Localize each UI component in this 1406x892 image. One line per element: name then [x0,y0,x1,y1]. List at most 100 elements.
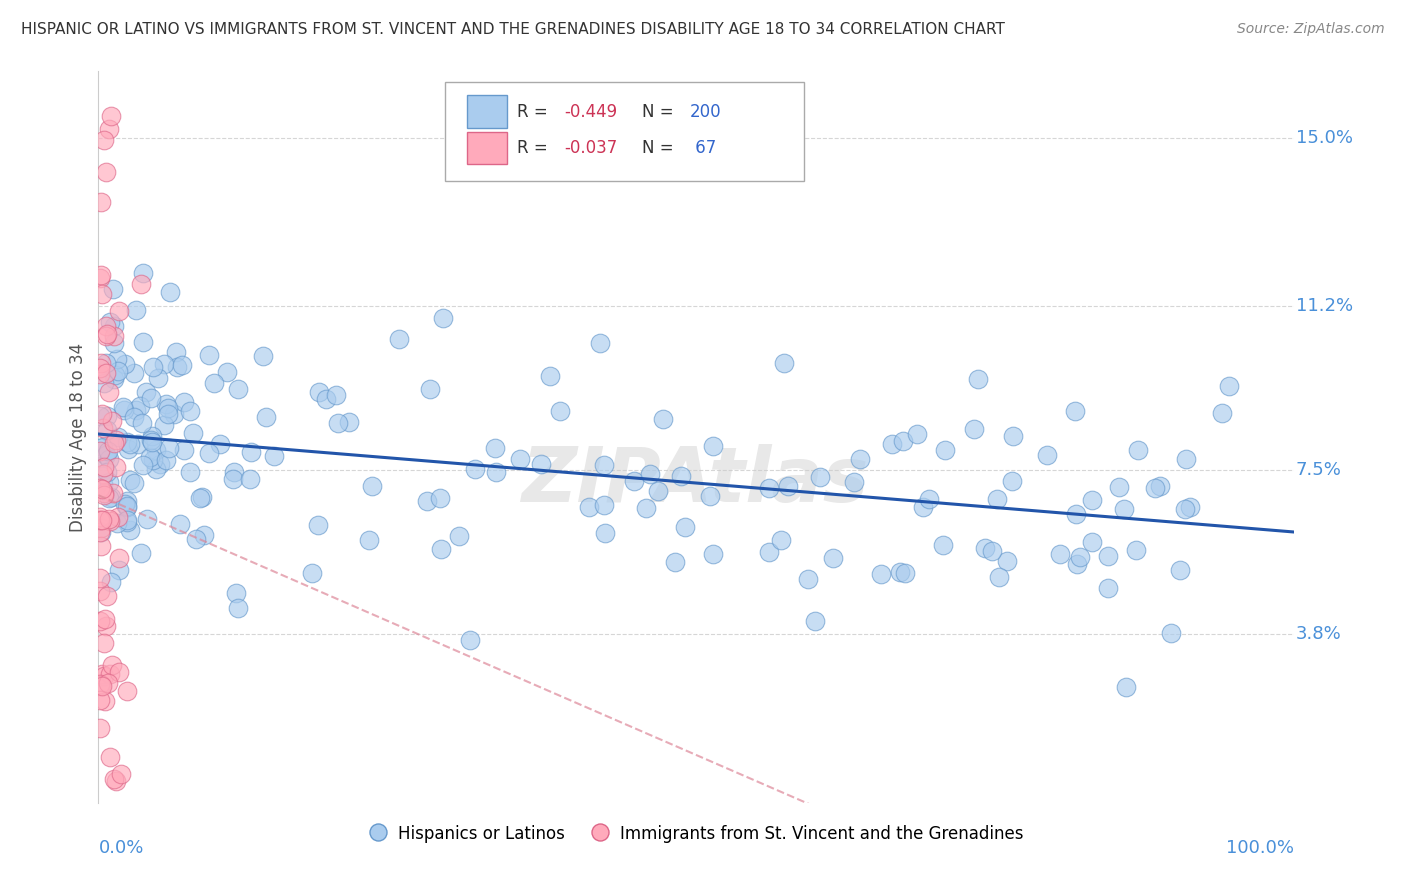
Point [111,401,134,415]
Point [115,500,138,514]
Point [101,658,124,673]
Point [156,401,179,416]
Point [163,407,186,421]
Point [1218,379,1240,393]
Point [636,501,658,516]
Point [94,329,117,343]
Point [848,451,870,466]
Point [197,348,219,362]
Point [91,407,114,421]
Point [117,434,139,449]
Point [139,434,162,448]
Point [252,349,274,363]
Point [1125,543,1147,558]
Point [530,457,553,471]
Point [772,356,794,370]
Point [155,452,177,467]
Point [963,422,986,436]
Point [821,551,844,566]
Text: R =: R = [517,103,553,120]
Point [808,470,831,484]
Point [1064,404,1087,418]
Point [91,679,114,693]
Point [93,488,115,502]
FancyBboxPatch shape [467,95,508,128]
Point [103,772,125,786]
Point [1036,448,1059,462]
Point [891,434,914,449]
Point [96,619,118,633]
Point [90,521,112,535]
Point [96,165,118,179]
Point [114,497,136,511]
Point [115,515,138,529]
Point [132,458,155,472]
Point [173,442,195,457]
Point [90,268,112,282]
Point [89,677,111,691]
Point [89,693,111,707]
Point [239,473,262,487]
Point [159,285,181,299]
Point [98,667,121,681]
Point [538,369,561,384]
Point [90,482,112,496]
Point [429,491,451,505]
Point [153,357,176,371]
Point [110,767,132,781]
Point [105,351,128,366]
Point [593,525,616,540]
Point [104,773,127,788]
Text: 200: 200 [690,103,721,120]
Point [135,384,157,399]
Point [1108,479,1130,493]
Point [702,439,724,453]
Point [974,541,997,555]
Point [623,474,645,488]
Point [770,533,793,547]
Text: N =: N = [643,103,679,120]
Point [98,314,121,328]
Point [93,635,115,649]
Point [1143,481,1166,495]
Point [97,444,120,458]
Point [91,667,114,681]
Point [96,448,118,462]
Point [208,436,231,450]
Point [100,491,122,505]
Point [93,467,115,482]
Point [114,357,136,371]
Point [89,481,111,495]
Point [90,356,112,370]
Point [673,519,696,533]
Point [157,441,180,455]
Point [90,524,112,539]
Point [1211,406,1233,420]
Text: Source: ZipAtlas.com: Source: ZipAtlas.com [1237,22,1385,37]
Point [1066,557,1088,571]
Point [894,566,917,581]
Point [117,500,139,514]
Point [702,547,724,561]
Point [589,335,612,350]
Point [141,429,163,443]
Point [796,572,818,586]
Point [97,122,120,136]
Point [1149,478,1171,492]
Y-axis label: Disability Age 18 to 34: Disability Age 18 to 34 [69,343,87,532]
Point [145,442,167,457]
Point [988,570,1011,584]
Point [117,442,139,456]
Point [1180,500,1202,515]
Point [301,566,323,580]
Point [869,566,891,581]
Point [139,450,162,465]
Point [1097,581,1119,595]
Point [149,458,172,472]
Point [103,335,125,350]
Point [142,360,165,375]
Text: HISPANIC OR LATINO VS IMMIGRANTS FROM ST. VINCENT AND THE GRENADINES DISABILITY : HISPANIC OR LATINO VS IMMIGRANTS FROM ST… [21,22,1005,37]
Point [96,366,118,380]
Point [509,452,531,467]
Point [142,453,165,467]
